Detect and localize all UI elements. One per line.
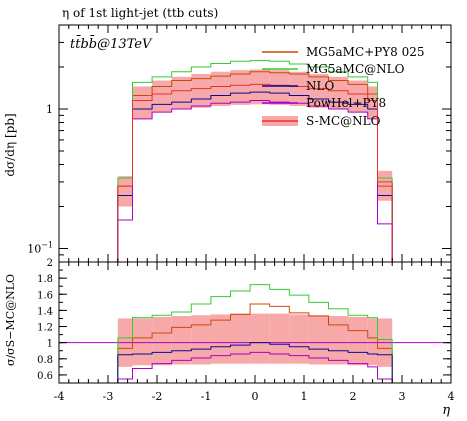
legend-label-0: MG5aMC+PY8 025 bbox=[306, 45, 425, 59]
smcnlo-main-band-bin-11 bbox=[328, 76, 349, 109]
smcnlo-main-band-bin-1 bbox=[132, 86, 153, 119]
smcnlo-ratio-band-bin-11 bbox=[328, 316, 349, 365]
y-main-tick-label-0: 1 bbox=[46, 103, 53, 116]
y-axis-label-main: dσ/dη [pb] bbox=[3, 113, 17, 176]
smcnlo-ratio-band-bin-3 bbox=[171, 316, 192, 365]
smcnlo-ratio-band-bin-10 bbox=[308, 315, 329, 365]
y-ratio-tick-label-4: 1.4 bbox=[37, 306, 53, 317]
smcnlo-ratio-band-bin-2 bbox=[152, 316, 172, 366]
process-label: tt̄bb̄@13TeV bbox=[70, 35, 153, 52]
main-panel: 1 10−1 bbox=[27, 24, 452, 263]
x-axis-label: η bbox=[442, 403, 450, 418]
smcnlo-main-band-bin-8 bbox=[269, 70, 290, 105]
y-axis-label-ratio: σ/σS−MC@NLO bbox=[4, 274, 17, 366]
smcnlo-main-band-bin-5 bbox=[210, 71, 231, 107]
y-ratio-tick-label-6: 1.8 bbox=[37, 274, 53, 285]
legend-label-4: S-MC@NLO bbox=[306, 114, 381, 128]
x-tick-label-4: 0 bbox=[252, 390, 259, 403]
x-tick-label-7: 3 bbox=[399, 390, 406, 403]
smcnlo-main-band-bin-0 bbox=[117, 176, 133, 207]
smcnlo-main-band-bin-7 bbox=[250, 69, 270, 105]
legend: MG5aMC+PY8 025 MG5aMC@NLO NLO PowHel+PY8 S-M… bbox=[262, 45, 425, 128]
smcnlo-ratio-band-bin-1 bbox=[132, 318, 153, 366]
x-tick-label-2: -2 bbox=[152, 390, 163, 403]
series-1-main-line bbox=[117, 60, 393, 179]
smcnlo-ratio-band-bin-9 bbox=[289, 314, 309, 364]
x-tick-label-6: 2 bbox=[350, 390, 357, 403]
smcnlo-main-band-bin-9 bbox=[289, 71, 309, 107]
smcnlo-main-band-bin-3 bbox=[171, 76, 192, 109]
series-3-main-line bbox=[117, 100, 393, 225]
y-main-tick-label-1: 10−1 bbox=[27, 240, 53, 255]
smcnlo-main-band-bin-6 bbox=[230, 70, 251, 105]
series-3-ratio-line bbox=[117, 351, 393, 380]
y-ratio-tick-label-2: 1 bbox=[47, 339, 53, 350]
smcnlo-ratio-band-bin-6 bbox=[230, 313, 251, 364]
x-tick-label-8: 4 bbox=[448, 390, 455, 403]
series-2-ratio-line bbox=[117, 342, 393, 356]
x-tick-label-1: -3 bbox=[103, 390, 114, 403]
smcnlo-ratio-band-bin-4 bbox=[191, 315, 211, 365]
y-ratio-tick-label-0: 0.6 bbox=[37, 371, 53, 382]
smcnlo-ratio-band-bin-12 bbox=[348, 316, 368, 366]
smcnlo-ratio-band-bin-13 bbox=[367, 318, 378, 366]
series-1-ratio-line bbox=[117, 284, 393, 340]
series-4-main-line bbox=[117, 83, 393, 187]
ratio-panel: -4 -3 -2 -1 0 1 2 3 4 0.6 0.8 1 1.2 1.4 1.6 1.8 2 bbox=[37, 258, 454, 403]
smcnlo-ratio-band-bin-5 bbox=[210, 314, 231, 364]
series-0-main-line bbox=[117, 71, 393, 187]
y-ratio-tick-label-3: 1.2 bbox=[37, 323, 53, 334]
smcnlo-ratio-band-bin-8 bbox=[269, 313, 290, 364]
smcnlo-main-band-bin-2 bbox=[152, 80, 172, 113]
smcnlo-main-band-bin-13 bbox=[367, 86, 378, 119]
chart-title: η of 1st light-jet (ttb cuts) bbox=[62, 6, 218, 20]
legend-label-1: MG5aMC@NLO bbox=[306, 62, 405, 76]
y-ratio-tick-label-7: 2 bbox=[47, 258, 53, 269]
y-ratio-tick-label-1: 0.8 bbox=[37, 355, 53, 366]
y-ratio-tick-label-5: 1.6 bbox=[37, 290, 53, 301]
x-tick-label-0: -4 bbox=[54, 390, 65, 403]
legend-label-3: PowHel+PY8 bbox=[306, 96, 386, 110]
x-tick-label-5: 1 bbox=[301, 390, 308, 403]
x-tick-label-3: -1 bbox=[201, 390, 212, 403]
y-main-tick-exponent: −1 bbox=[41, 240, 53, 249]
series-0-ratio-line bbox=[117, 303, 393, 349]
series-2-main-line bbox=[117, 91, 393, 196]
smcnlo-ratio-band-bin-7 bbox=[250, 313, 270, 364]
legend-label-2: NLO bbox=[306, 79, 334, 93]
